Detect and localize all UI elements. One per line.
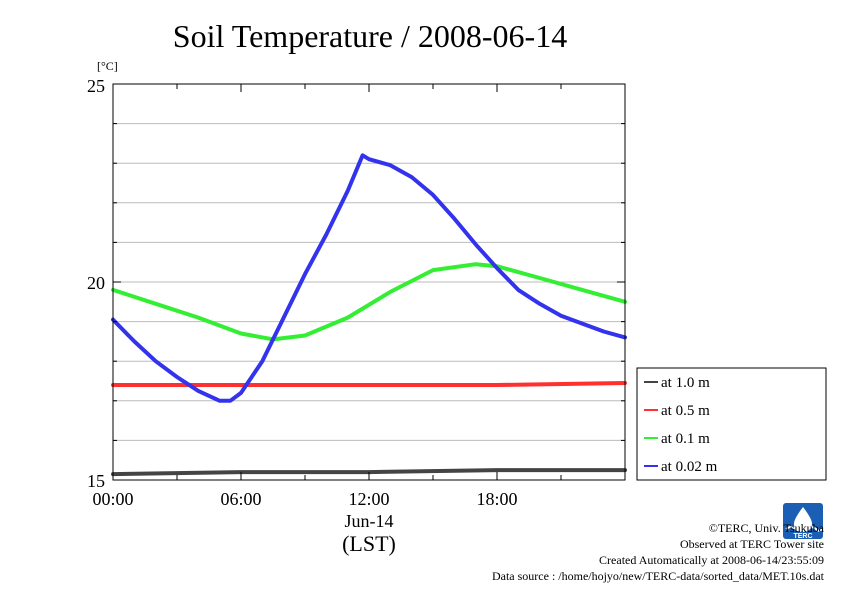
legend-box [636,367,827,481]
x-tick-label-0: 00:00 [92,489,133,509]
created-text: Created Automatically at 2008-06-14/23:5… [599,553,824,567]
x-tick-label-3: 18:00 [476,489,517,509]
source-text: Data source : /home/hojyo/new/TERC-data/… [491,569,824,583]
logo-text: TERC [793,533,812,540]
terc-logo-icon: TERC [783,503,823,540]
observed-text: Observed at TERC Tower site [679,537,824,551]
y-tick-label-15: 15 [87,471,105,491]
footer-credits: ©TERC, Univ. Tsukuba Observed at TERC To… [492,520,824,584]
x-tz-label: (LST) [342,531,396,556]
copyright-text: ©TERC, Univ. Tsukuba [708,521,824,535]
series-line-05m [111,381,627,387]
series-line-002m [111,153,627,403]
axis-ticks [112,83,626,481]
x-tick-label-1: 06:00 [220,489,261,509]
legend-label-1m: at 1.0 m [661,375,710,391]
x-tick-label-2: 12:00 [348,489,389,509]
legend-label-002m: at 0.02 m [661,459,718,475]
y-tick-label-20: 20 [87,273,105,293]
y-units-label: [°C] [97,59,118,73]
x-date-label: Jun-14 [345,511,394,531]
grid-lines [113,123,625,441]
series-line-01m [111,262,627,342]
legend-label-01m: at 0.1 m [661,431,710,447]
chart-title: Soil Temperature / 2008-06-14 [173,18,567,54]
y-tick-label-25: 25 [87,76,105,96]
legend: at 1.0 m at 0.5 m at 0.1 m at 0.02 m [636,367,827,481]
legend-label-05m: at 0.5 m [661,403,710,419]
series-lines [111,153,627,477]
